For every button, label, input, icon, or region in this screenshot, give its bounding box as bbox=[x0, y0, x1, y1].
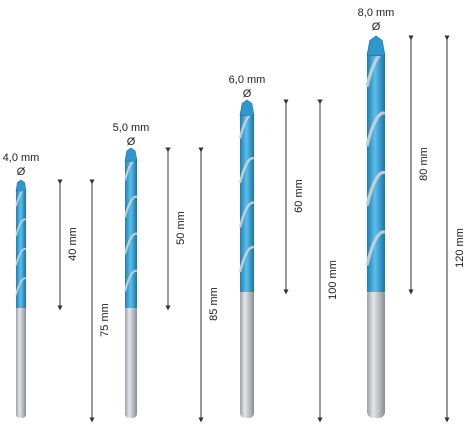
working-length-label: 80 mm bbox=[418, 147, 430, 181]
spiral-groove bbox=[365, 230, 386, 266]
spiral-groove bbox=[365, 111, 386, 147]
diameter-symbol: Ø bbox=[243, 88, 252, 100]
shank bbox=[125, 304, 137, 418]
diameter-label: 4,0 mm bbox=[3, 152, 40, 164]
spiral-groove bbox=[238, 245, 255, 273]
drill-bit-3: 6,0 mm Ø 60 mm 100 mm bbox=[229, 74, 339, 423]
diameter-label: 6,0 mm bbox=[229, 74, 266, 86]
drill-bit-2: 5,0 mm Ø 50 mm 85 mm bbox=[113, 122, 220, 423]
carbide-tip bbox=[124, 147, 138, 162]
total-length-label: 120 mm bbox=[454, 228, 464, 268]
carbide-tip bbox=[366, 35, 386, 57]
diameter-symbol: Ø bbox=[127, 136, 136, 148]
total-length-label: 100 mm bbox=[327, 260, 339, 300]
flute bbox=[16, 189, 26, 308]
total-length-label: 75 mm bbox=[99, 303, 111, 337]
working-length-label: 40 mm bbox=[67, 227, 79, 261]
shank bbox=[240, 288, 254, 418]
diameter-symbol: Ø bbox=[17, 166, 26, 178]
drill-bit-1: 4,0 mm Ø 40 mm 75 mm bbox=[3, 152, 111, 423]
spiral-groove bbox=[238, 156, 255, 184]
shank bbox=[367, 288, 385, 418]
shank bbox=[16, 304, 26, 418]
diameter-label: 5,0 mm bbox=[113, 122, 150, 134]
carbide-tip bbox=[239, 99, 255, 116]
spiral-groove bbox=[15, 247, 27, 266]
spiral-groove bbox=[123, 269, 138, 292]
spiral-groove bbox=[123, 232, 138, 255]
spiral-groove bbox=[15, 277, 27, 295]
spiral-groove bbox=[15, 218, 27, 236]
spiral-groove bbox=[123, 195, 138, 218]
spiral-groove bbox=[238, 201, 255, 228]
working-length-label: 60 mm bbox=[293, 179, 305, 213]
diameter-symbol: Ø bbox=[372, 21, 381, 33]
total-length-label: 85 mm bbox=[208, 287, 220, 321]
working-length-label: 50 mm bbox=[175, 211, 187, 245]
drill-bit-4: 8,0 mm Ø 80 mm 120 mm bbox=[358, 7, 464, 423]
spiral-groove bbox=[365, 170, 386, 207]
carbide-tip bbox=[15, 179, 27, 192]
diameter-label: 8,0 mm bbox=[358, 7, 395, 19]
